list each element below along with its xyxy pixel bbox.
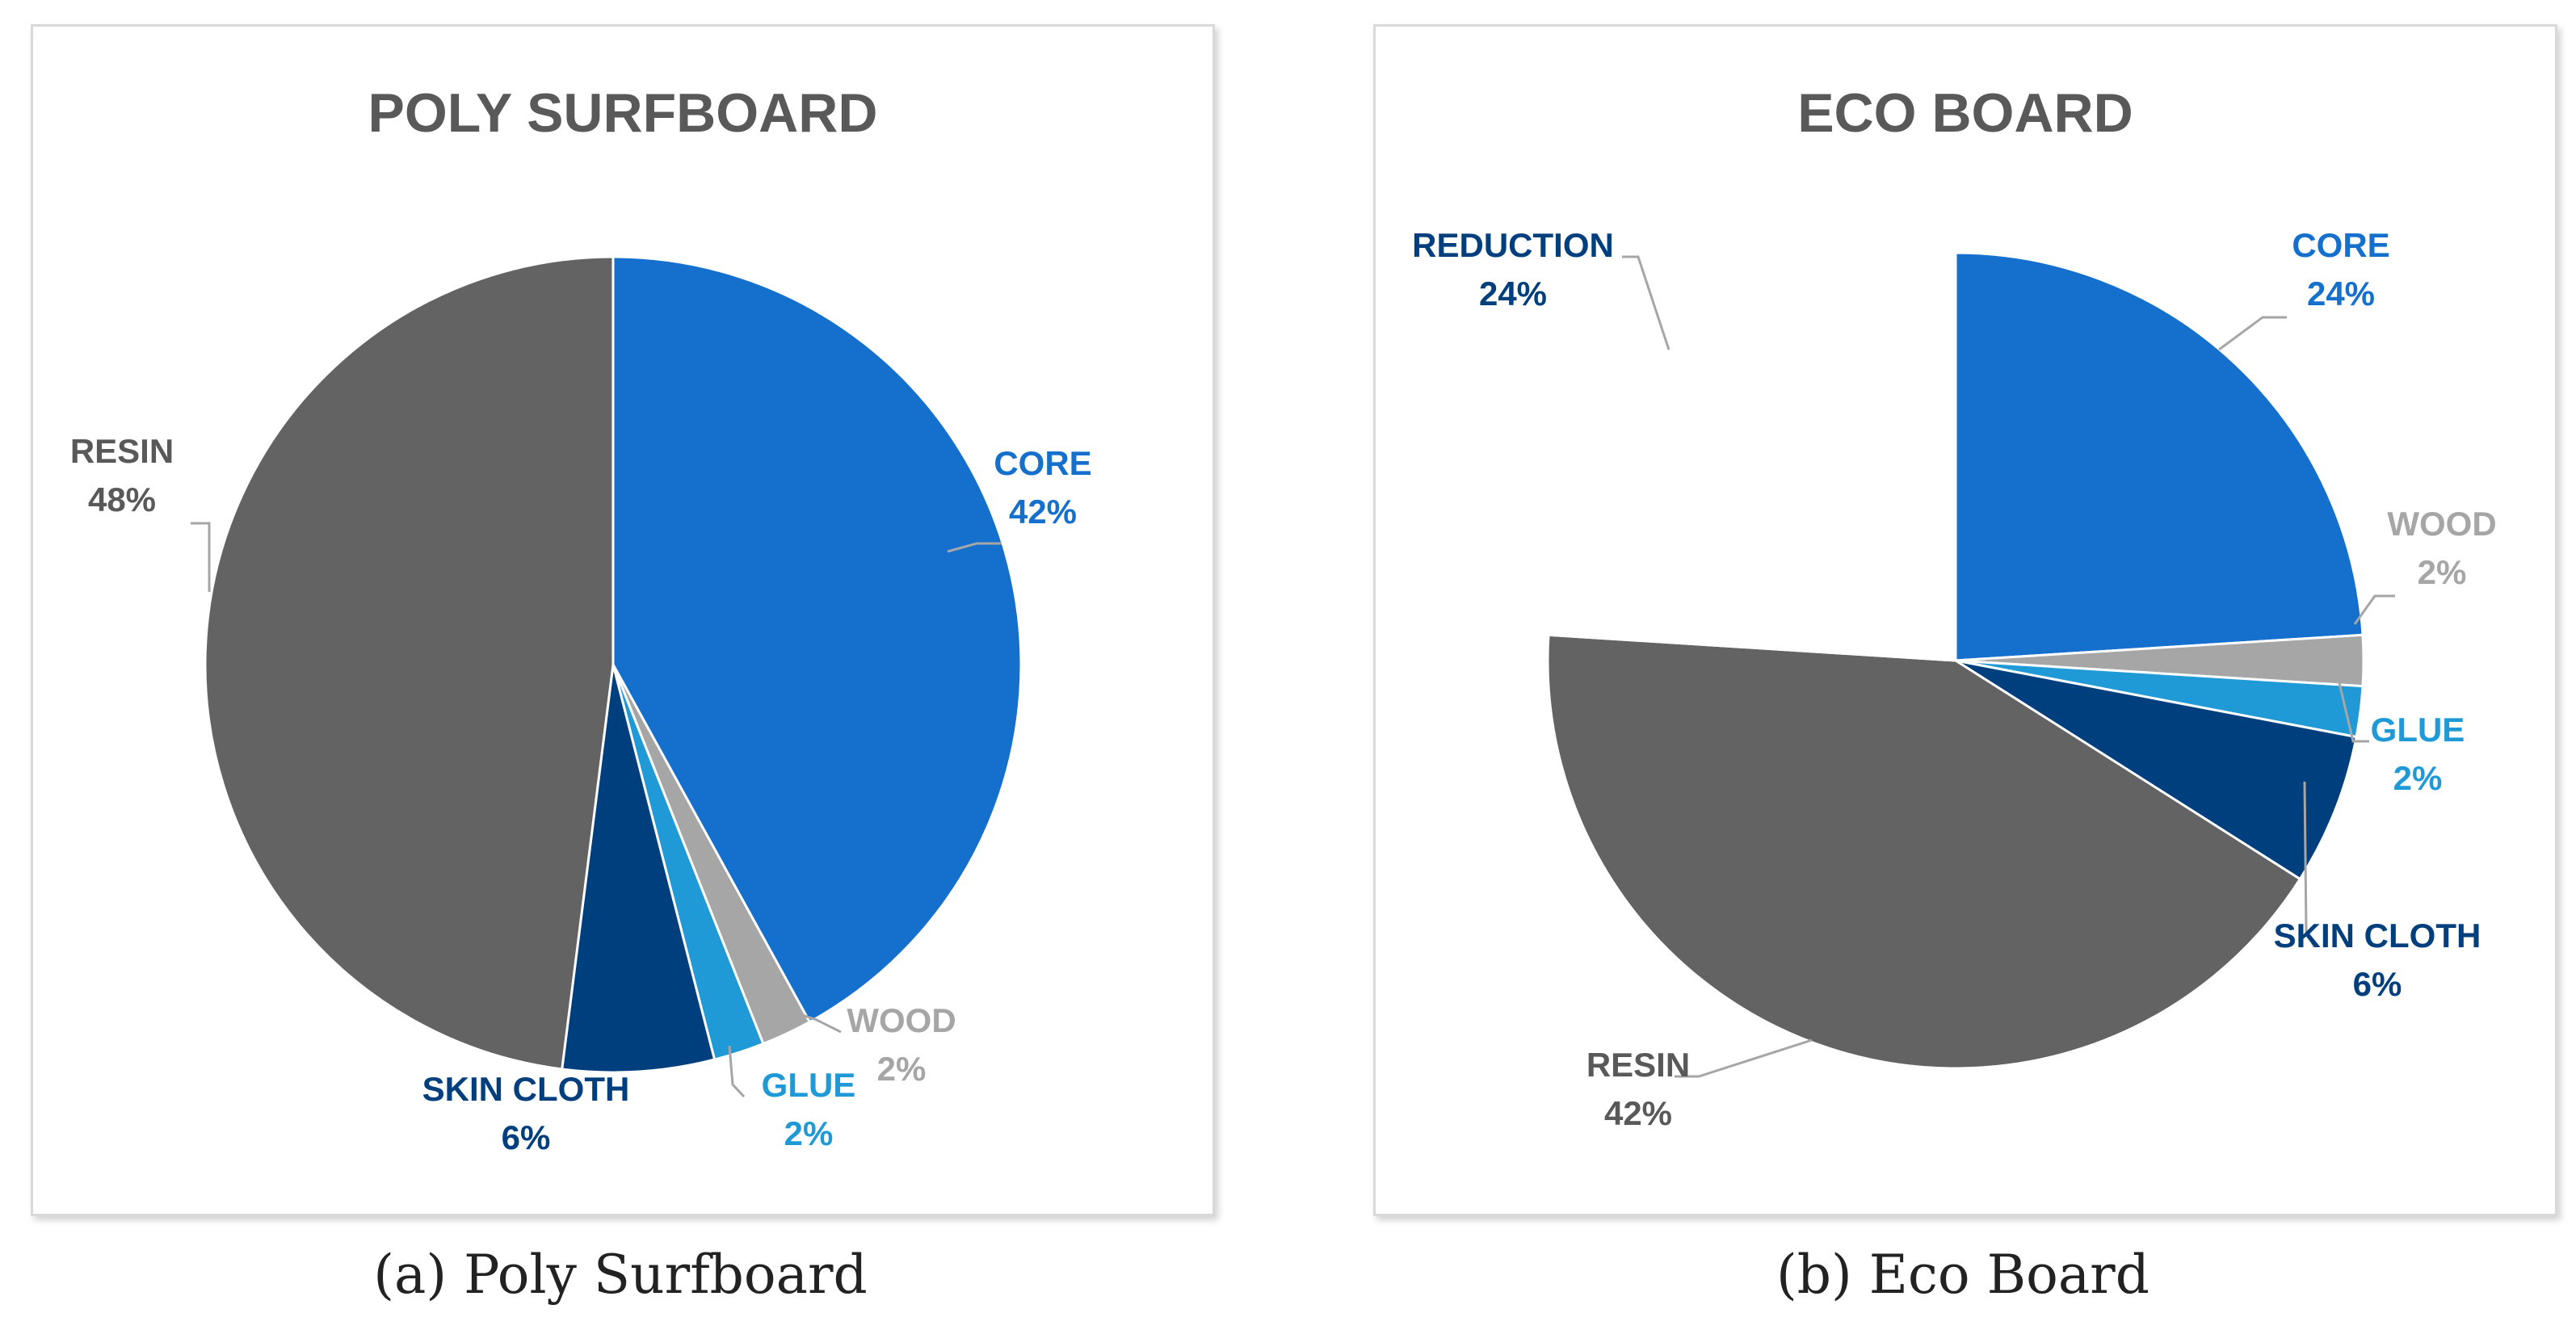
slice-label-name: SKIN CLOTH bbox=[2274, 917, 2481, 954]
figure-caption: (a) Poly Surfboard bbox=[373, 1244, 868, 1306]
slice-label-percent: 2% bbox=[877, 1050, 927, 1088]
slice-label-name: RESIN bbox=[1586, 1046, 1690, 1084]
slice-labels: CORE 24% WOOD 2% GLUE 2% SKIN CLOTH 6% RESIN 42% R… bbox=[1412, 226, 2496, 1132]
slice-label-percent: 6% bbox=[2353, 965, 2402, 1003]
leader-line bbox=[2353, 594, 2395, 625]
slice-labels: CORE 42% WOOD 2% GLUE 2% SKIN CLOTH 6% RESIN 48% bbox=[70, 432, 1092, 1156]
chart-panel-eco: ECO BOARD CORE 24% WOOD 2% GLUE 2% SKIN CLOTH 6… bbox=[1373, 24, 2557, 1216]
slice-label-name: REDUCTION bbox=[1412, 226, 1614, 264]
slice-label-percent: 2% bbox=[784, 1114, 834, 1152]
slice-label-name: GLUE bbox=[2371, 711, 2465, 749]
pie-chart-poly: POLY SURFBOARD CORE 42% WOOD 2% GLUE 2% SKIN C… bbox=[70, 82, 1092, 1156]
leader-line bbox=[191, 522, 211, 592]
slice-label-percent: 48% bbox=[88, 480, 156, 518]
pie-slices bbox=[204, 255, 1023, 1074]
slice-label-name: WOOD bbox=[2387, 505, 2496, 543]
slice-label-name: GLUE bbox=[762, 1066, 856, 1104]
slice-label-percent: 42% bbox=[1009, 493, 1077, 531]
slice-label-percent: 2% bbox=[2393, 759, 2443, 797]
pie-slice-core bbox=[611, 255, 1023, 1024]
pie-chart-eco: ECO BOARD CORE 24% WOOD 2% GLUE 2% SKIN CLOTH 6… bbox=[1412, 82, 2496, 1132]
chart-title: POLY SURFBOARD bbox=[368, 82, 878, 144]
slice-label-percent: 42% bbox=[1604, 1094, 1672, 1132]
slice-label-name: CORE bbox=[2292, 226, 2389, 264]
slice-label-percent: 24% bbox=[2307, 275, 2375, 313]
leader-line bbox=[728, 1045, 746, 1098]
leader-line bbox=[2335, 672, 2369, 743]
chart-panel-poly: POLY SURFBOARD CORE 42% WOOD 2% GLUE 2% SKIN C… bbox=[31, 24, 1215, 1216]
slice-label-name: SKIN CLOTH bbox=[422, 1070, 630, 1108]
slice-label-name: CORE bbox=[994, 444, 1091, 482]
pie-slice-skin-cloth bbox=[561, 664, 716, 1074]
leader-line bbox=[788, 1009, 842, 1034]
leader-line bbox=[947, 542, 1001, 553]
chart-title: ECO BOARD bbox=[1797, 82, 2133, 144]
slice-label-percent: 24% bbox=[1479, 275, 1547, 313]
slice-label-percent: 2% bbox=[2418, 553, 2467, 591]
leader-line bbox=[1675, 1038, 1813, 1078]
slice-label-percent: 6% bbox=[502, 1118, 551, 1156]
pie-slice-resin bbox=[204, 255, 615, 1071]
pie-slice-resin bbox=[1546, 633, 2302, 1070]
figure-caption: (b) Eco Board bbox=[1776, 1244, 2149, 1306]
leader-line bbox=[1622, 255, 1670, 350]
pie-slice-core bbox=[1954, 251, 2364, 662]
slice-label-name: RESIN bbox=[70, 432, 174, 470]
pie-slices bbox=[1546, 251, 2365, 1070]
pie-slice-skin-cloth bbox=[1955, 659, 2358, 881]
leader-line bbox=[2303, 781, 2316, 948]
leader-line bbox=[2218, 316, 2287, 351]
slice-label-name: WOOD bbox=[847, 1001, 956, 1039]
pie-slice-reduction bbox=[1547, 251, 1957, 662]
